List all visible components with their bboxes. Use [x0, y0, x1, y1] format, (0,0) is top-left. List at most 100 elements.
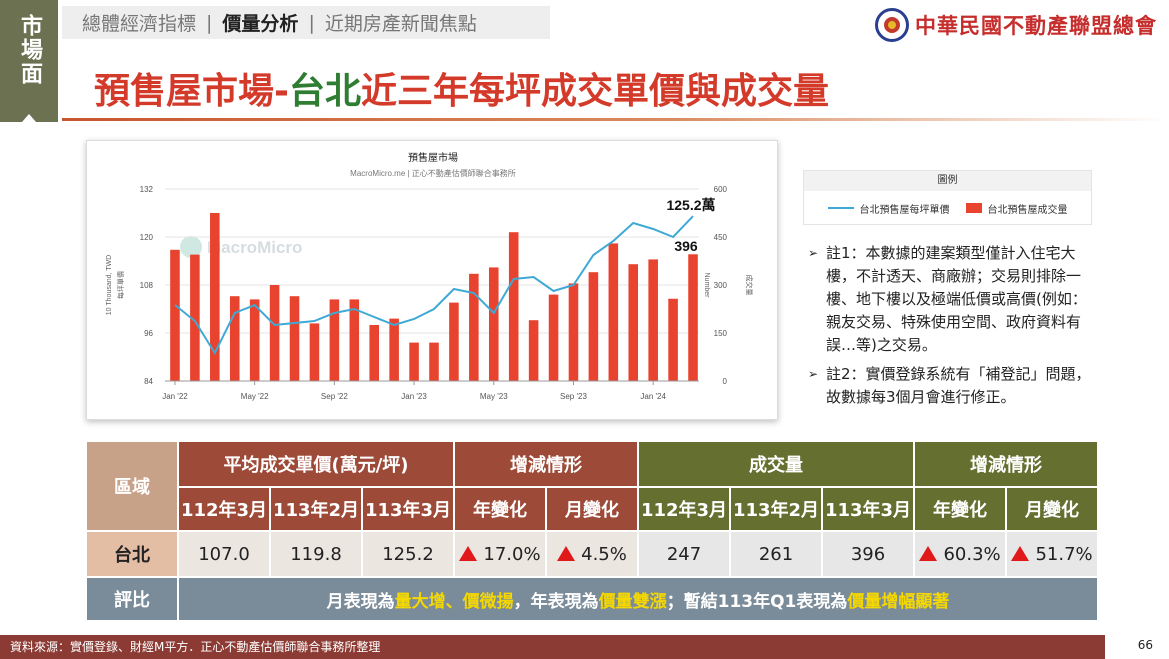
- legend-bar-label: 台北預售屋成交量: [987, 204, 1068, 216]
- bar: [528, 320, 539, 381]
- notes: ➢ 註1：本數據的建案類型僅計入住宅大樓，不計透天、商廠辦；交易則排除一樓、地下…: [808, 242, 1096, 415]
- y-right-tick-label: 300: [714, 281, 728, 290]
- bar: [229, 296, 240, 381]
- header-vol-yoy: 年變化: [913, 486, 1008, 532]
- x-tick-label: Sep '22: [321, 392, 348, 401]
- y-left-tick-label: 108: [140, 281, 154, 290]
- section-badge-label: 市場面: [17, 14, 42, 86]
- header-volume-group: 成交量: [636, 440, 916, 488]
- legend-line-label: 台北預售屋每坪單價: [859, 204, 950, 216]
- cell-vol-112-03: 247: [637, 530, 731, 578]
- summary-table: 區域 平均成交單價(萬元/坪) 增減情形 成交量 增減情形 112年3月 113…: [85, 440, 1100, 622]
- verdict-label: 評比: [85, 576, 179, 622]
- top-nav: 總體經濟指標 | 價量分析 | 近期房產新聞焦點: [62, 6, 550, 39]
- nav-separator: |: [206, 11, 213, 34]
- y-left-tick-label: 84: [144, 377, 153, 386]
- note-text: 註2：實價登錄系統有「補登記」問題，故數據每3個月會進行修正。: [826, 365, 1091, 406]
- y-left-tick-label: 96: [144, 329, 153, 338]
- legend-row: 台北預售屋每坪單價 台北預售屋成交量: [804, 191, 1091, 225]
- bar: [389, 318, 399, 381]
- x-tick-label: May '23: [480, 392, 508, 401]
- page-title: 預售屋市場-台北近三年每坪成交單價與成交量: [94, 62, 829, 114]
- org-name: 中華民國不動產聯盟總會: [915, 13, 1157, 38]
- bar: [309, 323, 320, 381]
- verdict-highlight: 量大增、價微揚: [394, 591, 514, 612]
- y-right-tick-label: 0: [723, 377, 728, 386]
- table-row: 台北 107.0 119.8 125.2 17.0% 4.5% 247 261 …: [85, 530, 1100, 578]
- price-yoy-value: 17.0%: [483, 543, 541, 565]
- y-right-tick-label: 600: [714, 185, 728, 194]
- price-mom-value: 4.5%: [581, 543, 627, 565]
- y-right-tick-label: 450: [714, 233, 728, 242]
- bar: [449, 302, 459, 381]
- header-volume-change: 增減情形: [913, 440, 1100, 488]
- cell-price-yoy: 17.0%: [453, 530, 547, 578]
- header-vol-mom: 月變化: [1005, 486, 1100, 532]
- verdict-part: ；暫結113年Q1表現為: [666, 591, 848, 612]
- bar: [349, 299, 360, 381]
- header-price-113-03: 113年3月: [361, 486, 455, 532]
- header-price-113-02: 113年2月: [269, 486, 363, 532]
- y-right-axis-sublabel: 成交量: [745, 275, 754, 296]
- bar: [210, 213, 220, 381]
- bar: [409, 342, 419, 381]
- header-price-yoy: 年變化: [453, 486, 547, 532]
- watermark-icon: [180, 236, 202, 258]
- bar: [170, 249, 180, 381]
- y-right-tick-label: 150: [714, 329, 728, 338]
- bar: [249, 299, 260, 381]
- note-item: ➢ 註2：實價登錄系統有「補登記」問題，故數據每3個月會進行修正。: [808, 363, 1096, 409]
- x-tick-label: Sep '23: [560, 392, 587, 401]
- series-line: [174, 215, 694, 356]
- arrow-bullet-icon: ➢: [808, 246, 819, 260]
- bar: [628, 264, 639, 381]
- cell-price-113-02: 119.8: [269, 530, 363, 578]
- legend-box: 圖例 台北預售屋每坪單價 台北預售屋成交量: [803, 170, 1092, 225]
- header-price-group: 平均成交單價(萬元/坪): [177, 440, 455, 488]
- bar: [648, 259, 658, 381]
- bar: [469, 273, 479, 381]
- bar: [289, 296, 300, 381]
- verdict-highlight: 價量增幅顯著: [847, 591, 950, 612]
- title-part-2: 台北: [288, 71, 361, 112]
- section-badge: 市場面: [0, 0, 58, 122]
- logo: 中華民國不動產聯盟總會: [875, 8, 1157, 42]
- nav-item-price-volume[interactable]: 價量分析: [222, 13, 299, 35]
- x-tick-label: Jan '22: [162, 392, 188, 401]
- nav-item-macro[interactable]: 總體經濟指標: [82, 13, 197, 35]
- bar-swatch-icon: [965, 203, 982, 213]
- annotation-volume: 396: [674, 238, 698, 254]
- bar: [190, 254, 200, 381]
- seal-icon: [875, 8, 909, 42]
- verdict-part: 月表現為: [326, 591, 395, 612]
- line-swatch-icon: [827, 207, 854, 209]
- triangle-up-icon: [1011, 545, 1030, 561]
- nav-item-news[interactable]: 近期房產新聞焦點: [324, 13, 477, 35]
- bar: [429, 342, 439, 381]
- title-underline: [62, 118, 1167, 121]
- y-left-tick-label: 120: [140, 233, 154, 242]
- verdict-part: ，年表現為: [513, 591, 599, 612]
- chart-svg: MacroMicro 84 96 108 120 132 0 150 300 450 600 10 T…: [106, 151, 754, 401]
- note-item: ➢ 註1：本數據的建案類型僅計入住宅大樓，不計透天、商廠辦；交易則排除一樓、地下…: [808, 242, 1096, 357]
- triangle-up-icon: [22, 114, 36, 122]
- y-left-axis-label: 10 Thousand, TWD: [106, 255, 113, 315]
- triangle-up-icon: [557, 545, 576, 561]
- bar: [488, 267, 499, 381]
- arrow-bullet-icon: ➢: [808, 367, 819, 381]
- cell-vol-113-02: 261: [729, 530, 823, 578]
- x-tick-label: Jan '24: [640, 392, 666, 401]
- x-tick-label: May '22: [241, 392, 269, 401]
- y-left-tick-label: 132: [140, 185, 154, 194]
- triangle-up-icon: [919, 545, 938, 561]
- legend-header: 圖例: [804, 171, 1091, 191]
- header-vol-113-02: 113年2月: [729, 486, 823, 532]
- bar: [588, 272, 599, 381]
- chart-watermark: MacroMicro: [207, 238, 302, 257]
- annotation-price: 125.2萬: [666, 197, 715, 213]
- bar: [688, 254, 698, 381]
- cell-price-112-03: 107.0: [177, 530, 271, 578]
- verdict-text: 月表現為量大增、價微揚，年表現為價量雙漲；暫結113年Q1表現為價量增幅顯著: [176, 576, 1100, 622]
- header-vol-113-03: 113年3月: [820, 486, 916, 532]
- cell-price-113-03: 125.2: [361, 530, 455, 578]
